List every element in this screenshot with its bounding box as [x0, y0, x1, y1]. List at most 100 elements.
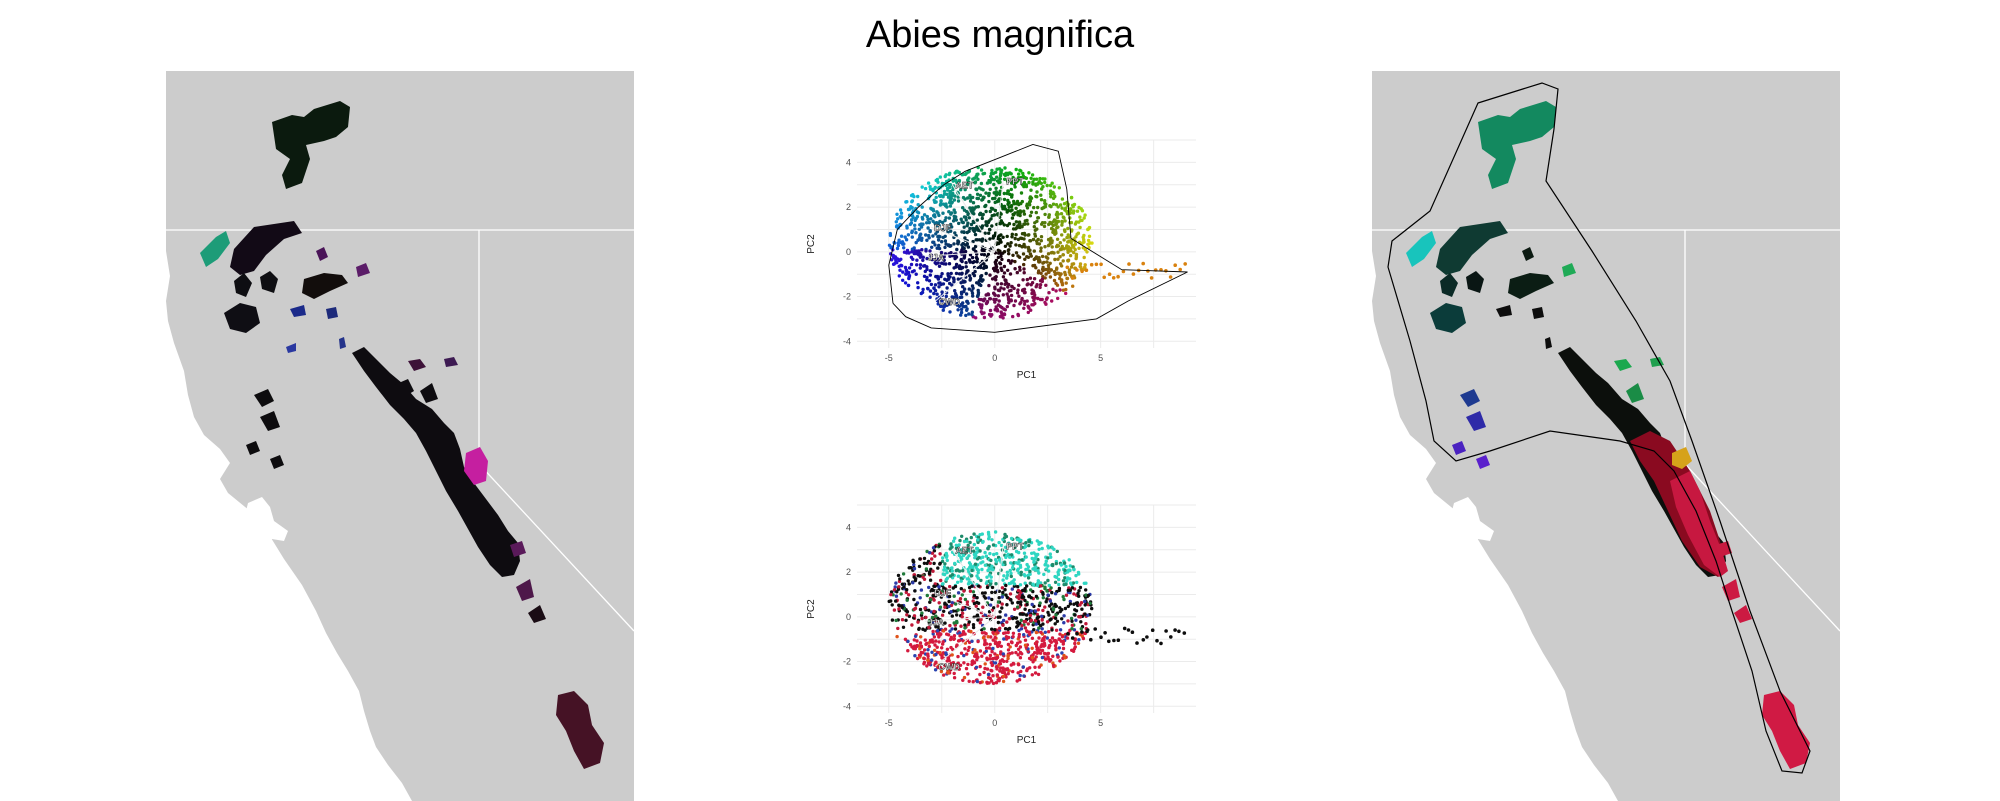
data-point [1002, 204, 1007, 208]
data-point [1009, 574, 1013, 579]
data-point [938, 605, 943, 609]
data-point [1027, 180, 1031, 185]
data-point [1169, 635, 1173, 639]
data-point [974, 546, 979, 551]
data-point [966, 648, 970, 653]
data-point [994, 681, 999, 685]
data-point [990, 168, 994, 173]
data-point [1045, 636, 1049, 640]
data-point [1025, 602, 1029, 607]
data-point [1024, 541, 1028, 545]
data-point [925, 549, 929, 554]
data-point [943, 562, 947, 566]
data-point [1050, 636, 1055, 640]
data-point [892, 608, 897, 612]
data-point [1014, 650, 1018, 655]
data-point [1022, 633, 1026, 637]
data-point [1039, 271, 1043, 275]
data-point [935, 589, 939, 593]
data-point [966, 672, 970, 676]
data-point [1036, 552, 1040, 557]
data-point [937, 257, 941, 261]
data-point [970, 289, 974, 293]
data-point [974, 604, 978, 608]
data-point [931, 594, 935, 598]
data-point [982, 171, 987, 176]
data-point [957, 221, 961, 226]
data-point [955, 613, 959, 617]
data-point [929, 589, 933, 593]
data-point [997, 589, 1001, 593]
data-point [1083, 612, 1087, 616]
data-point [1060, 635, 1065, 639]
data-point [1060, 197, 1065, 201]
data-point [1054, 230, 1058, 234]
data-point [979, 181, 984, 186]
data-point [956, 308, 960, 312]
data-point [1018, 673, 1022, 678]
data-point [987, 199, 991, 204]
data-point [1037, 626, 1041, 630]
data-point [990, 224, 994, 228]
data-point [962, 246, 966, 251]
data-point [975, 218, 979, 222]
data-point [978, 649, 983, 653]
data-point [995, 552, 999, 556]
data-point [894, 594, 899, 598]
data-point [1007, 252, 1011, 256]
data-point [940, 646, 944, 650]
data-point [1061, 288, 1066, 292]
data-point [1004, 613, 1008, 617]
data-point [1023, 607, 1027, 611]
data-point [1065, 636, 1070, 640]
data-point [926, 217, 930, 222]
data-point [897, 258, 902, 263]
data-point [993, 275, 997, 280]
data-point [1030, 602, 1034, 607]
data-point [918, 263, 923, 267]
data-point [958, 597, 963, 601]
data-point [1017, 294, 1021, 298]
data-point [975, 196, 979, 201]
data-point [973, 232, 978, 237]
data-point [905, 224, 909, 228]
data-point [1050, 250, 1055, 255]
data-point [927, 220, 931, 225]
y-tick-label: -4 [843, 336, 851, 346]
data-point [989, 206, 994, 210]
data-point [925, 275, 929, 280]
data-point [980, 216, 984, 221]
data-point [998, 610, 1002, 614]
data-point [971, 201, 976, 205]
data-point [936, 277, 941, 281]
data-point [984, 191, 988, 195]
data-point [1070, 586, 1075, 590]
data-point [995, 604, 1000, 608]
data-point [940, 240, 944, 244]
data-point [1038, 176, 1042, 181]
data-point [924, 249, 928, 253]
data-point [960, 534, 964, 538]
data-point [916, 238, 920, 242]
data-point [942, 568, 946, 572]
data-point [994, 305, 998, 309]
data-point [952, 280, 956, 284]
range-patch [420, 383, 438, 403]
data-point [1061, 595, 1065, 599]
data-point [999, 666, 1003, 670]
data-point [1022, 302, 1027, 306]
data-point [1016, 288, 1020, 292]
data-point [1009, 293, 1014, 298]
data-point [985, 657, 989, 662]
vector-cwd [935, 616, 996, 667]
data-point [965, 539, 969, 543]
data-point [1084, 622, 1088, 626]
data-point [918, 607, 923, 612]
data-point [1063, 656, 1067, 660]
data-point [993, 285, 997, 289]
range-patch [1436, 221, 1508, 275]
data-point [963, 197, 967, 201]
data-point [921, 575, 925, 579]
data-point [928, 269, 932, 273]
data-point [997, 640, 1002, 645]
